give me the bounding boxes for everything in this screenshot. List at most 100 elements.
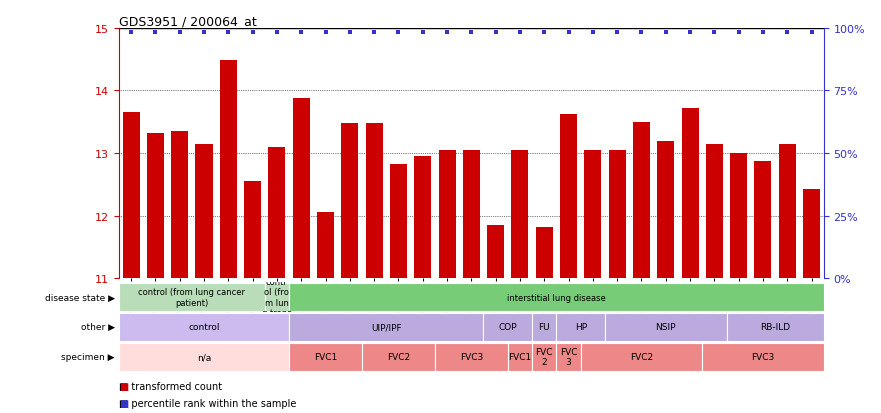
Bar: [265, 283, 289, 311]
Bar: [657, 141, 674, 278]
Text: FVC1: FVC1: [314, 352, 337, 361]
Text: disease state ▶: disease state ▶: [45, 293, 115, 302]
Point: [611, 30, 625, 37]
Bar: [119, 283, 265, 311]
Point: [659, 30, 673, 37]
Point: [173, 30, 187, 37]
Bar: [605, 313, 727, 341]
Bar: [682, 109, 699, 278]
Bar: [727, 313, 824, 341]
Bar: [439, 150, 455, 278]
Bar: [536, 227, 552, 278]
Bar: [484, 313, 532, 341]
Point: [440, 30, 454, 37]
Bar: [390, 165, 407, 278]
Bar: [532, 313, 557, 341]
Point: [391, 30, 405, 37]
Bar: [147, 134, 164, 278]
Point: [756, 30, 770, 37]
Bar: [702, 343, 824, 371]
Bar: [609, 150, 626, 278]
Text: control (from lung cancer
patient): control (from lung cancer patient): [138, 288, 245, 307]
Point: [416, 30, 430, 37]
Text: FVC
2: FVC 2: [536, 347, 553, 366]
Bar: [366, 124, 382, 278]
Bar: [730, 154, 747, 278]
Text: specimen ▶: specimen ▶: [61, 352, 115, 361]
Point: [197, 30, 211, 37]
Bar: [317, 213, 334, 278]
Bar: [244, 182, 261, 278]
Bar: [512, 150, 529, 278]
Point: [707, 30, 722, 37]
Point: [246, 30, 260, 37]
Bar: [292, 99, 310, 278]
Bar: [289, 313, 484, 341]
Text: RB-ILD: RB-ILD: [760, 323, 790, 332]
Text: NSIP: NSIP: [655, 323, 676, 332]
Text: GDS3951 / 200064_at: GDS3951 / 200064_at: [119, 15, 256, 28]
Text: interstitial lung disease: interstitial lung disease: [507, 293, 606, 302]
Bar: [557, 343, 581, 371]
Text: FVC2: FVC2: [387, 352, 410, 361]
Bar: [341, 124, 359, 278]
Bar: [171, 132, 189, 278]
Point: [561, 30, 575, 37]
Bar: [557, 313, 605, 341]
Point: [683, 30, 697, 37]
Point: [586, 30, 600, 37]
Point: [270, 30, 284, 37]
Text: FU: FU: [538, 323, 550, 332]
Bar: [219, 62, 237, 278]
Bar: [122, 113, 139, 278]
Text: other ▶: other ▶: [80, 323, 115, 332]
Point: [318, 30, 332, 37]
Text: HP: HP: [574, 323, 587, 332]
Bar: [487, 225, 504, 278]
Point: [804, 30, 818, 37]
Bar: [119, 313, 289, 341]
Text: UIP/IPF: UIP/IPF: [371, 323, 402, 332]
Point: [464, 30, 478, 37]
Point: [221, 30, 235, 37]
Point: [343, 30, 357, 37]
Bar: [560, 115, 577, 278]
Point: [634, 30, 648, 37]
Text: n/a: n/a: [196, 352, 211, 361]
Point: [537, 30, 552, 37]
Point: [124, 30, 138, 37]
Bar: [532, 343, 557, 371]
Bar: [754, 161, 772, 278]
Point: [148, 30, 162, 37]
Point: [513, 30, 527, 37]
Text: contr
ol (fro
m lun
g trans: contr ol (fro m lun g trans: [262, 277, 292, 318]
Bar: [706, 144, 723, 278]
Bar: [584, 150, 602, 278]
Bar: [196, 144, 212, 278]
Bar: [803, 190, 820, 278]
Point: [731, 30, 745, 37]
Bar: [289, 283, 824, 311]
Text: FVC1: FVC1: [508, 352, 531, 361]
Text: FVC3: FVC3: [751, 352, 774, 361]
Bar: [269, 147, 285, 278]
Text: ■ transformed count: ■ transformed count: [119, 381, 222, 391]
Point: [294, 30, 308, 37]
Bar: [414, 157, 431, 278]
Bar: [289, 343, 362, 371]
Bar: [119, 343, 289, 371]
Text: ■: ■: [119, 381, 128, 391]
Bar: [507, 343, 532, 371]
Text: control: control: [189, 323, 219, 332]
Bar: [463, 150, 480, 278]
Text: FVC2: FVC2: [630, 352, 653, 361]
Bar: [633, 123, 650, 278]
Text: FVC3: FVC3: [460, 352, 483, 361]
Text: ■ percentile rank within the sample: ■ percentile rank within the sample: [119, 398, 296, 408]
Text: ■: ■: [119, 398, 128, 408]
Bar: [362, 343, 435, 371]
Point: [489, 30, 503, 37]
Point: [367, 30, 381, 37]
Text: COP: COP: [499, 323, 517, 332]
Bar: [779, 144, 796, 278]
